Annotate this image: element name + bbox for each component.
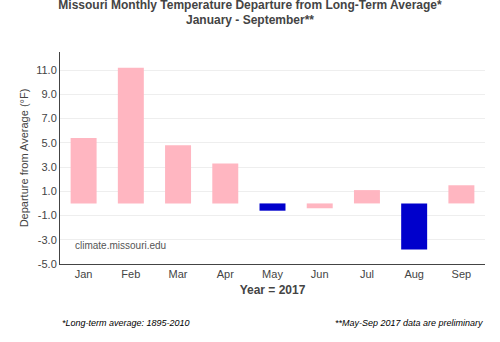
- svg-text:9.0: 9.0: [42, 88, 57, 100]
- svg-text:Year = 2017: Year = 2017: [240, 283, 306, 297]
- svg-text:**May-Sep 2017 data are prelim: **May-Sep 2017 data are preliminary: [335, 318, 483, 328]
- svg-text:*Long-term average: 1895-2010: *Long-term average: 1895-2010: [62, 318, 190, 328]
- svg-text:Missouri Monthly Temperature D: Missouri Monthly Temperature Departure f…: [58, 0, 442, 27]
- svg-text:-5.0: -5.0: [38, 258, 57, 270]
- svg-text:7.0: 7.0: [42, 112, 57, 124]
- svg-text:3.0: 3.0: [42, 161, 57, 173]
- svg-text:Mar: Mar: [169, 268, 188, 280]
- svg-text:Departure from Average (°F): Departure from Average (°F): [18, 89, 30, 228]
- svg-text:Jan: Jan: [75, 268, 93, 280]
- svg-text:Aug: Aug: [404, 268, 424, 280]
- svg-text:Feb: Feb: [121, 268, 140, 280]
- svg-text:Sep: Sep: [452, 268, 472, 280]
- svg-text:-1.0: -1.0: [38, 209, 57, 221]
- svg-text:May: May: [262, 268, 283, 280]
- svg-text:-3.0: -3.0: [38, 234, 57, 246]
- svg-text:1.0: 1.0: [42, 185, 57, 197]
- svg-text:Jul: Jul: [360, 268, 374, 280]
- svg-text:Apr: Apr: [217, 268, 234, 280]
- svg-text:5.0: 5.0: [42, 137, 57, 149]
- svg-text:Jun: Jun: [311, 268, 329, 280]
- svg-text:11.0: 11.0: [36, 64, 57, 76]
- svg-text:climate.missouri.edu: climate.missouri.edu: [75, 240, 166, 251]
